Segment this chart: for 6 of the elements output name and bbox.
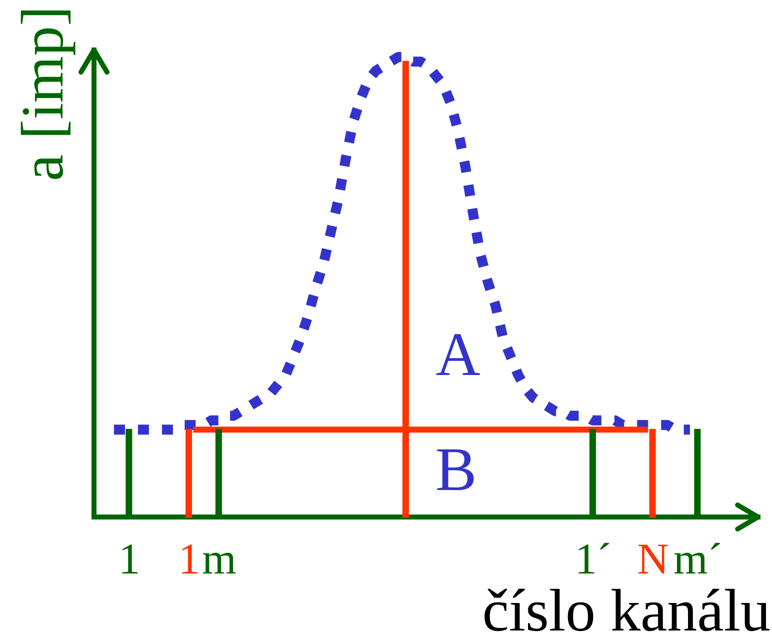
annotation: A [436, 321, 481, 389]
x-tick-label: 1 [178, 534, 200, 584]
x-tick-label: 1 [118, 534, 140, 584]
x-tick-label: m [202, 534, 236, 584]
annotation: B [435, 436, 477, 504]
y-axis-title: a [imp] [10, 6, 76, 181]
